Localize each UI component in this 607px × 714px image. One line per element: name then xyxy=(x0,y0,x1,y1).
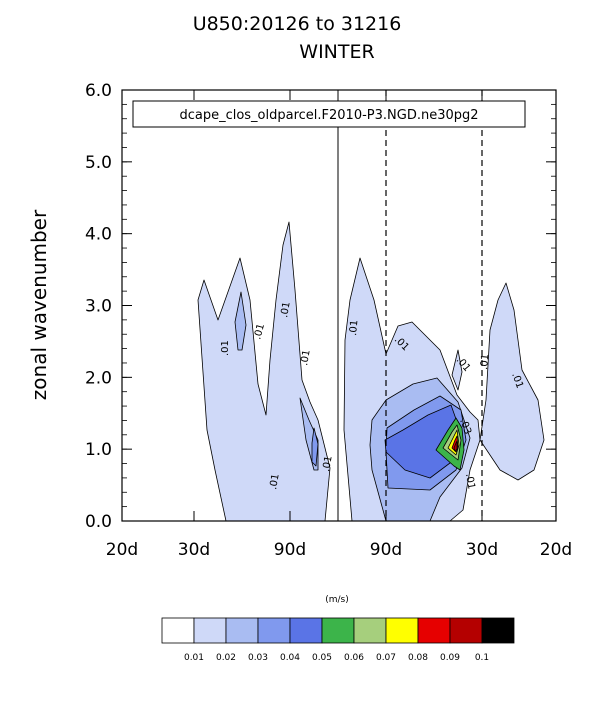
x-tick-label: 90d xyxy=(274,540,306,560)
contour-label: .01 xyxy=(348,319,360,336)
contour-fills xyxy=(197,221,545,522)
axis-ticks: 0.0 1.0 2.0 3.0 4.0 5.0 6.0 20d 30d 90d 90d 30d 20d xyxy=(85,81,572,560)
y-axis-label: zonal wavenumber xyxy=(27,209,51,400)
y-tick-label: 1.0 xyxy=(85,440,112,460)
colorbar-label: 0.09 xyxy=(440,653,460,663)
contour-label: .01 xyxy=(299,349,313,367)
colorbar-label: 0.03 xyxy=(248,653,268,663)
y-tick-label: 4.0 xyxy=(85,225,112,245)
colorbar-swatch xyxy=(321,617,355,644)
x-tick-label: 30d xyxy=(466,540,498,560)
colorbar-swatch xyxy=(225,617,259,644)
contour-level-3 xyxy=(311,427,319,467)
legend-box xyxy=(132,100,526,128)
colorbar-label: 0.02 xyxy=(216,653,236,663)
contour-level-1 xyxy=(451,349,463,391)
colorbar-label: 0.1 xyxy=(475,653,489,663)
colorbar-swatch xyxy=(481,617,515,644)
contour-label: .01 xyxy=(321,455,335,473)
colorbar-label: 0.04 xyxy=(280,653,300,663)
colorbar: 0.01 0.02 0.03 0.04 0.05 0.06 0.07 0.08 0.09 0.1 xyxy=(161,617,515,663)
contour-level-1 xyxy=(197,221,331,522)
contour-label: .01 xyxy=(268,473,282,491)
colorbar-label: 0.08 xyxy=(408,653,428,663)
contour-label: .01 xyxy=(509,371,525,390)
y-tick-label: 2.0 xyxy=(85,368,112,388)
colorbar-swatch xyxy=(449,617,483,644)
contour-label: .01 xyxy=(252,323,267,341)
y-tick-label: 3.0 xyxy=(85,297,112,317)
colorbar-label: 0.01 xyxy=(184,653,204,663)
contour-level-9 xyxy=(453,440,458,452)
y-tick-label: 0.0 xyxy=(85,512,112,532)
colorbar-swatch xyxy=(417,617,451,644)
colorbar-swatch xyxy=(353,617,387,644)
y-tick-label: 5.0 xyxy=(85,153,112,173)
colorbar-swatch xyxy=(385,617,419,644)
contour-level-2 xyxy=(234,291,247,351)
colorbar-swatch xyxy=(289,617,323,644)
legend-label: dcape_clos_oldparcel.F2010-P3.NGD.ne30pg… xyxy=(179,108,478,123)
colorbar-swatch xyxy=(161,617,195,644)
contour-level-1 xyxy=(479,282,545,481)
colorbar-swatch xyxy=(193,617,227,644)
x-tick-label: 90d xyxy=(370,540,402,560)
x-tick-label: 30d xyxy=(178,540,210,560)
colorbar-units: (m/s) xyxy=(325,595,349,605)
chart-title: U850:20126 to 31216 xyxy=(193,13,402,35)
colorbar-label: 0.06 xyxy=(344,653,364,663)
contour-label: .01 xyxy=(220,340,231,356)
contour-level-4 xyxy=(384,404,463,479)
contour-label: .01 xyxy=(279,301,293,319)
x-tick-label: 20d xyxy=(540,540,572,560)
y-tick-label: 6.0 xyxy=(85,81,112,101)
chart-subtitle: WINTER xyxy=(299,41,374,63)
colorbar-label: 0.07 xyxy=(376,653,396,663)
contour-label: .01 xyxy=(479,353,491,370)
colorbar-swatch xyxy=(257,617,291,644)
contour-label: .03 xyxy=(457,417,473,436)
x-tick-label: 20d xyxy=(106,540,138,560)
colorbar-label: 0.05 xyxy=(312,653,332,663)
contour-label: .01 xyxy=(463,473,477,491)
